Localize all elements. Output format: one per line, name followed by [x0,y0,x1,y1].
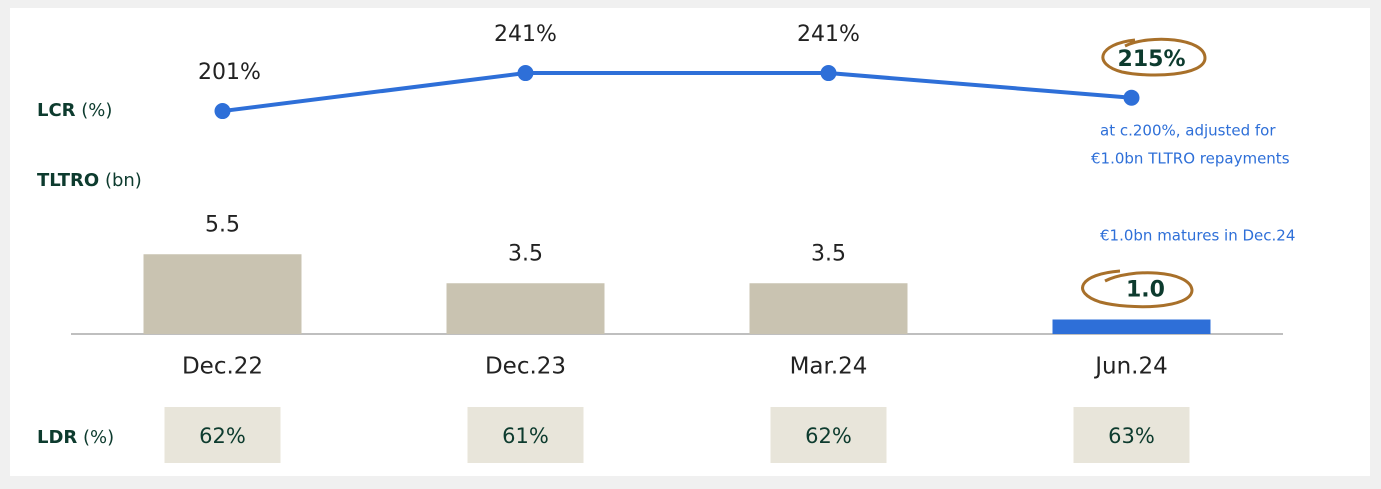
highlight-circle [1081,269,1194,309]
x-tick-label: Dec.23 [485,354,566,380]
ldr-label: LDR (%) [37,427,114,448]
ldr-value: 63% [1108,424,1155,448]
tltro-bar [1052,319,1211,334]
lcr-value-label: 201% [198,60,261,85]
x-tick-label: Dec.22 [182,354,263,380]
lcr-point [517,65,534,82]
tltro-bar [749,283,908,334]
lcr-annotation-2: €1.0bn TLTRO repayments [1091,150,1290,168]
lcr-label: LCR (%) [37,100,112,121]
ldr-cell [1073,407,1190,463]
ldr-unit: (%) [83,427,114,448]
tltro-unit: (bn) [105,170,142,191]
x-tick-label: Jun.24 [1093,354,1168,380]
tltro-annotation: €1.0bn matures in Dec.24 [1100,227,1295,245]
lcr-line [222,71,1132,114]
tltro-label: TLTRO (bn) [37,170,142,191]
lcr-value-label: 215% [1118,47,1186,72]
lcr-unit: (%) [81,100,112,121]
tltro-value-label: 3.5 [508,241,543,266]
lcr-point [820,65,837,82]
ldr-value: 62% [199,424,246,448]
ldr-value: 61% [502,424,549,448]
lcr-annotation-1: at c.200%, adjusted for [1100,122,1276,140]
tltro-value-label: 3.5 [811,241,846,266]
tltro-bar [143,254,302,334]
lcr-point [214,103,231,120]
tltro-bar [446,283,605,334]
highlight-circle [1101,37,1207,77]
lcr-value-label: 241% [797,22,860,47]
tltro-value-label: 1.0 [1126,278,1165,303]
lcr-name: LCR [37,100,76,121]
card [10,8,1370,476]
x-tick-label: Mar.24 [790,354,868,380]
ldr-cell [467,407,584,463]
lcr-value-label: 241% [494,22,557,47]
ldr-value: 62% [805,424,852,448]
ldr-cell [770,407,887,463]
tltro-value-label: 5.5 [205,212,240,237]
lcr-point [1123,89,1140,106]
tltro-name: TLTRO [37,170,99,191]
ldr-cell [164,407,281,463]
ldr-name: LDR [37,427,77,448]
